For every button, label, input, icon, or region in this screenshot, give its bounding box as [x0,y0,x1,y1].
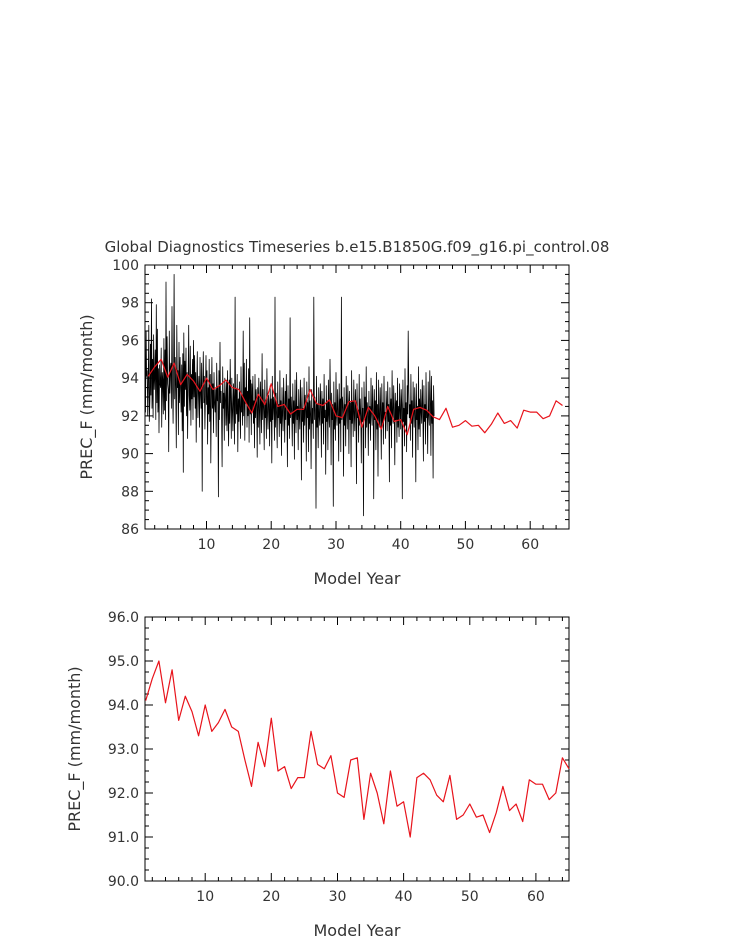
top-panel-y-axis-label: PREC_F (mm/month) [77,314,97,479]
top-y-tick-label: 92 [121,409,139,425]
figure-title: Global Diagnostics Timeseries b.e15.B185… [105,238,610,257]
bottom-y-tick-label: 95.0 [108,654,139,670]
top-x-tick-label: 60 [521,537,539,553]
bottom-x-tick-label: 60 [527,889,545,905]
bottom-x-tick-label: 30 [329,889,347,905]
bottom-x-tick-label: 40 [395,889,413,905]
top-y-tick-label: 90 [121,447,139,463]
bottom-panel-ticks [145,616,569,882]
bottom-series-annual-mean-prec-f [145,660,570,838]
bottom-y-tick-label: 90.0 [108,874,139,890]
top-panel-series [144,273,563,517]
top-panel-tick-labels: 10 20 30 40 50 60 86 88 90 92 94 96 98 100 [112,258,539,553]
bottom-panel-series [145,660,570,838]
top-x-tick-label: 20 [262,537,280,553]
bottom-y-tick-label: 92.0 [108,786,139,802]
top-panel: 10 20 30 40 50 60 86 88 90 92 94 96 98 100 Model Year… [77,258,570,588]
top-x-tick-label: 10 [198,537,216,553]
bottom-y-tick-label: 94.0 [108,698,139,714]
top-y-tick-label: 100 [112,258,139,274]
top-x-tick-label: 40 [392,537,410,553]
bottom-x-tick-label: 20 [262,889,280,905]
bottom-x-tick-label: 10 [196,889,214,905]
bottom-x-tick-label: 50 [461,889,479,905]
top-series-monthly-prec-f [144,273,435,517]
top-y-tick-label: 98 [121,296,139,312]
top-y-tick-label: 94 [121,371,139,387]
top-y-tick-label: 86 [121,522,139,538]
bottom-panel-y-axis-label: PREC_F (mm/month) [65,666,85,831]
top-panel-x-axis-label: Model Year [314,569,401,588]
bottom-panel-frame [144,616,570,882]
top-y-tick-label: 96 [121,333,139,349]
bottom-panel: 10 20 30 40 50 60 90.0 91.0 92.0 93.0 94.0 95.0 96.0… [65,610,570,940]
top-panel-ticks [145,264,570,530]
top-y-tick-label: 88 [121,484,139,500]
top-x-tick-label: 50 [456,537,474,553]
bottom-y-tick-label: 96.0 [108,610,139,626]
bottom-y-tick-label: 91.0 [108,830,139,846]
bottom-panel-tick-labels: 10 20 30 40 50 60 90.0 91.0 92.0 93.0 94.0 95.0 96.0 [108,610,545,905]
bottom-y-tick-label: 93.0 [108,742,139,758]
top-series-annual-mean-prec-f [147,358,563,436]
top-x-tick-label: 30 [327,537,345,553]
bottom-panel-x-axis-label: Model Year [314,921,401,940]
